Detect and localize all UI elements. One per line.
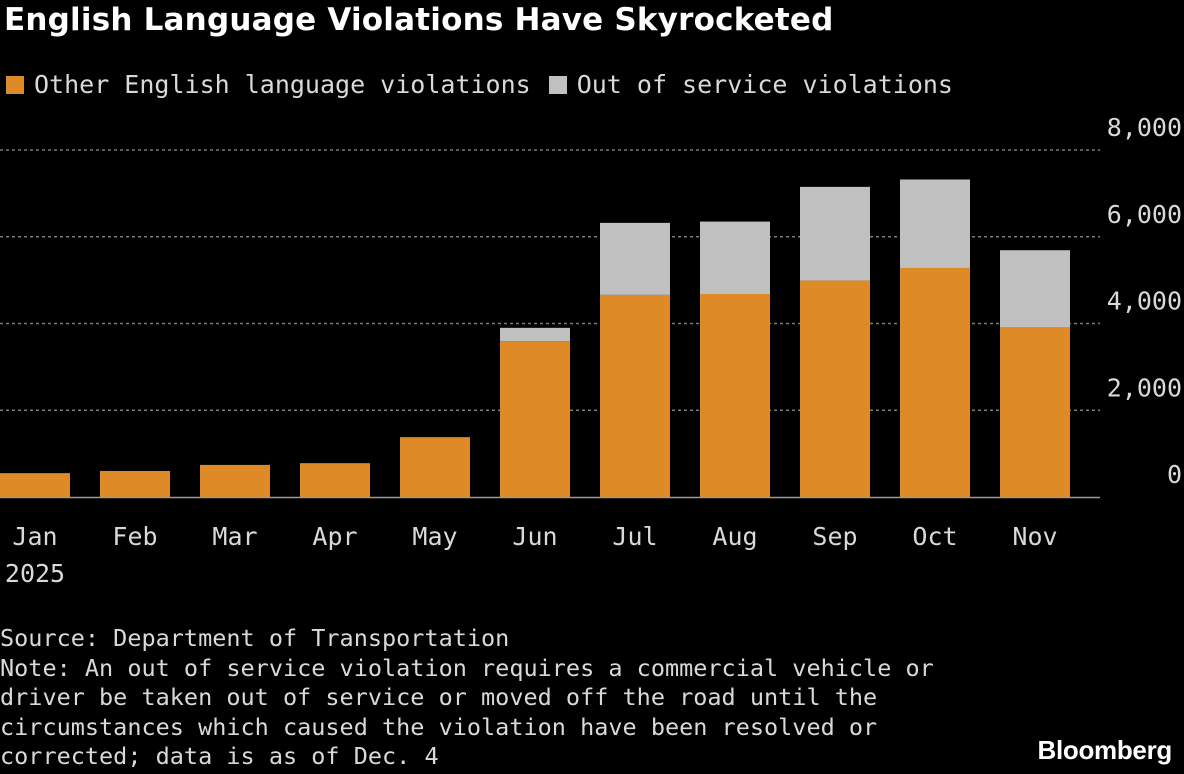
bar-chart: 0 2,000 4,000 6,000 8,000 Jan Feb Mar Apr May Jun J…: [0, 113, 1182, 588]
note-text: Note: An out of service violation requir…: [0, 653, 934, 771]
chart-title: English Language Violations Have Skyrock…: [4, 2, 834, 38]
bar-other-english: [700, 294, 770, 497]
y-tick-label: 8,000: [1107, 113, 1182, 142]
bloomberg-logo: Bloomberg: [1037, 735, 1172, 765]
legend-item-out-of-service: Out of service violations: [548, 70, 953, 99]
y-tick-label: 2,000: [1107, 373, 1182, 402]
bar-out-of-service: [700, 221, 770, 295]
x-tick-label: Jul: [612, 522, 657, 551]
chart-footer-notes: Source: Department of Transportation Not…: [0, 624, 940, 772]
bar-out-of-service: [500, 327, 570, 342]
x-tick-label: Jun: [512, 522, 557, 551]
x-tick-label: Oct: [912, 522, 957, 551]
x-tick-label: Sep: [812, 522, 857, 551]
legend-swatch-gray: [548, 75, 567, 94]
x-tick-label: Feb: [112, 522, 157, 551]
bar-other-english: [800, 280, 870, 497]
bar-other-english: [0, 473, 70, 497]
bar-out-of-service: [900, 179, 970, 268]
bar-other-english: [100, 470, 170, 497]
source-text: Source: Department of Transportation: [0, 624, 510, 652]
bar-other-english: [500, 341, 570, 497]
bar-other-english: [300, 463, 370, 497]
bar-other-english: [600, 294, 670, 497]
x-tick-label: Aug: [712, 522, 757, 551]
legend: Other English language violations Out of…: [6, 70, 971, 99]
bar-other-english: [900, 267, 970, 497]
x-tick-label: Apr: [312, 522, 357, 551]
x-axis-year-label: 2025: [5, 559, 65, 588]
y-tick-label: 0: [1167, 460, 1182, 489]
legend-item-other-english: Other English language violations: [6, 70, 531, 99]
bar-out-of-service: [600, 222, 670, 295]
y-tick-label: 6,000: [1107, 200, 1182, 229]
x-tick-label: Nov: [1012, 522, 1057, 551]
legend-label-other-english: Other English language violations: [34, 70, 531, 99]
y-tick-label: 4,000: [1107, 287, 1182, 316]
bar-out-of-service: [1000, 250, 1070, 328]
x-tick-label: Mar: [212, 522, 257, 551]
legend-swatch-orange: [6, 75, 24, 94]
bar-other-english: [1000, 327, 1070, 497]
legend-label-out-of-service: Out of service violations: [576, 70, 953, 99]
bar-other-english: [400, 437, 470, 497]
x-tick-label: May: [412, 522, 457, 551]
x-tick-label: Jan: [12, 522, 57, 551]
bar-other-english: [200, 464, 270, 497]
bar-out-of-service: [800, 186, 870, 281]
